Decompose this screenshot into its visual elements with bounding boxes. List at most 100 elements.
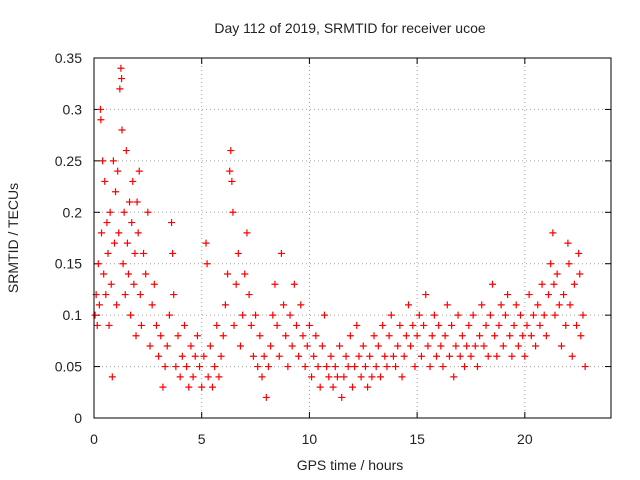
data-point — [256, 332, 264, 340]
data-point — [372, 363, 380, 371]
data-point — [553, 270, 561, 278]
data-point — [359, 342, 367, 350]
data-point — [519, 332, 527, 340]
data-point — [379, 321, 387, 329]
data-point — [308, 373, 316, 381]
y-tick-label: 0.15 — [55, 256, 82, 272]
data-point — [566, 301, 574, 309]
data-point — [115, 229, 123, 237]
data-point — [405, 301, 413, 309]
data-point — [252, 311, 260, 319]
data-point — [277, 249, 285, 257]
data-point — [389, 352, 397, 360]
data-point — [203, 260, 211, 268]
data-point — [486, 311, 494, 319]
data-point — [97, 116, 105, 124]
data-point — [428, 332, 436, 340]
data-point — [349, 383, 356, 391]
data-point — [108, 373, 116, 381]
data-point — [129, 177, 137, 185]
data-point — [568, 352, 576, 360]
data-point — [292, 321, 300, 329]
data-point — [374, 342, 382, 350]
plot-frame — [93, 57, 612, 419]
data-point — [353, 321, 361, 329]
data-point — [243, 229, 251, 237]
data-point — [120, 208, 128, 216]
data-point — [383, 363, 391, 371]
data-point — [467, 352, 475, 360]
data-point — [417, 352, 425, 360]
data-point — [529, 311, 537, 319]
data-point — [295, 352, 303, 360]
data-point — [123, 239, 131, 247]
data-point — [426, 363, 434, 371]
data-point — [344, 363, 352, 371]
data-point — [236, 342, 244, 350]
data-point — [95, 301, 103, 309]
data-point — [165, 311, 173, 319]
data-point — [130, 280, 138, 288]
data-point — [217, 352, 225, 360]
data-point — [508, 352, 516, 360]
data-point — [471, 342, 479, 350]
data-point — [290, 280, 298, 288]
data-point — [193, 332, 201, 340]
data-point — [258, 373, 266, 381]
data-point — [170, 291, 178, 299]
data-point — [247, 321, 255, 329]
y-tick-label: 0.35 — [55, 50, 82, 66]
data-point — [196, 363, 204, 371]
data-point — [557, 342, 565, 350]
data-point — [396, 321, 404, 329]
data-point — [114, 167, 122, 175]
y-tick-label: 0.2 — [63, 204, 83, 220]
data-point — [581, 363, 589, 371]
data-point — [211, 363, 219, 371]
data-point — [523, 321, 531, 329]
data-point — [320, 311, 328, 319]
data-point — [495, 321, 503, 329]
data-point — [560, 291, 568, 299]
data-point — [441, 332, 449, 340]
data-point — [267, 342, 275, 350]
data-point — [299, 332, 307, 340]
data-point — [127, 311, 135, 319]
data-point — [381, 352, 389, 360]
data-point — [422, 291, 430, 299]
data-point — [144, 208, 152, 216]
y-tick-label: 0.05 — [55, 359, 82, 375]
data-point — [249, 352, 257, 360]
data-point — [575, 249, 583, 257]
data-point — [107, 280, 115, 288]
x-tick-label: 10 — [302, 431, 318, 447]
data-point — [469, 311, 477, 319]
data-point — [132, 332, 140, 340]
x-tick-label: 5 — [198, 431, 206, 447]
data-point — [213, 321, 221, 329]
data-point — [116, 85, 124, 93]
data-point — [282, 332, 290, 340]
data-point — [176, 373, 184, 381]
x-tick-label: 15 — [409, 431, 425, 447]
data-point — [368, 373, 376, 381]
data-point — [400, 352, 408, 360]
data-point — [126, 198, 134, 206]
x-tick-label: 20 — [517, 431, 533, 447]
data-point — [148, 301, 156, 309]
data-point — [98, 229, 106, 237]
data-point — [489, 280, 497, 288]
data-point — [342, 352, 350, 360]
data-point — [318, 342, 326, 350]
data-point — [562, 321, 570, 329]
data-point — [262, 393, 270, 401]
data-point — [119, 260, 127, 268]
data-point — [208, 383, 216, 391]
data-point — [297, 301, 305, 309]
data-point — [476, 332, 484, 340]
data-point — [169, 249, 177, 257]
data-point — [491, 332, 499, 340]
data-point — [565, 260, 573, 268]
data-point — [550, 280, 558, 288]
data-point — [454, 311, 462, 319]
